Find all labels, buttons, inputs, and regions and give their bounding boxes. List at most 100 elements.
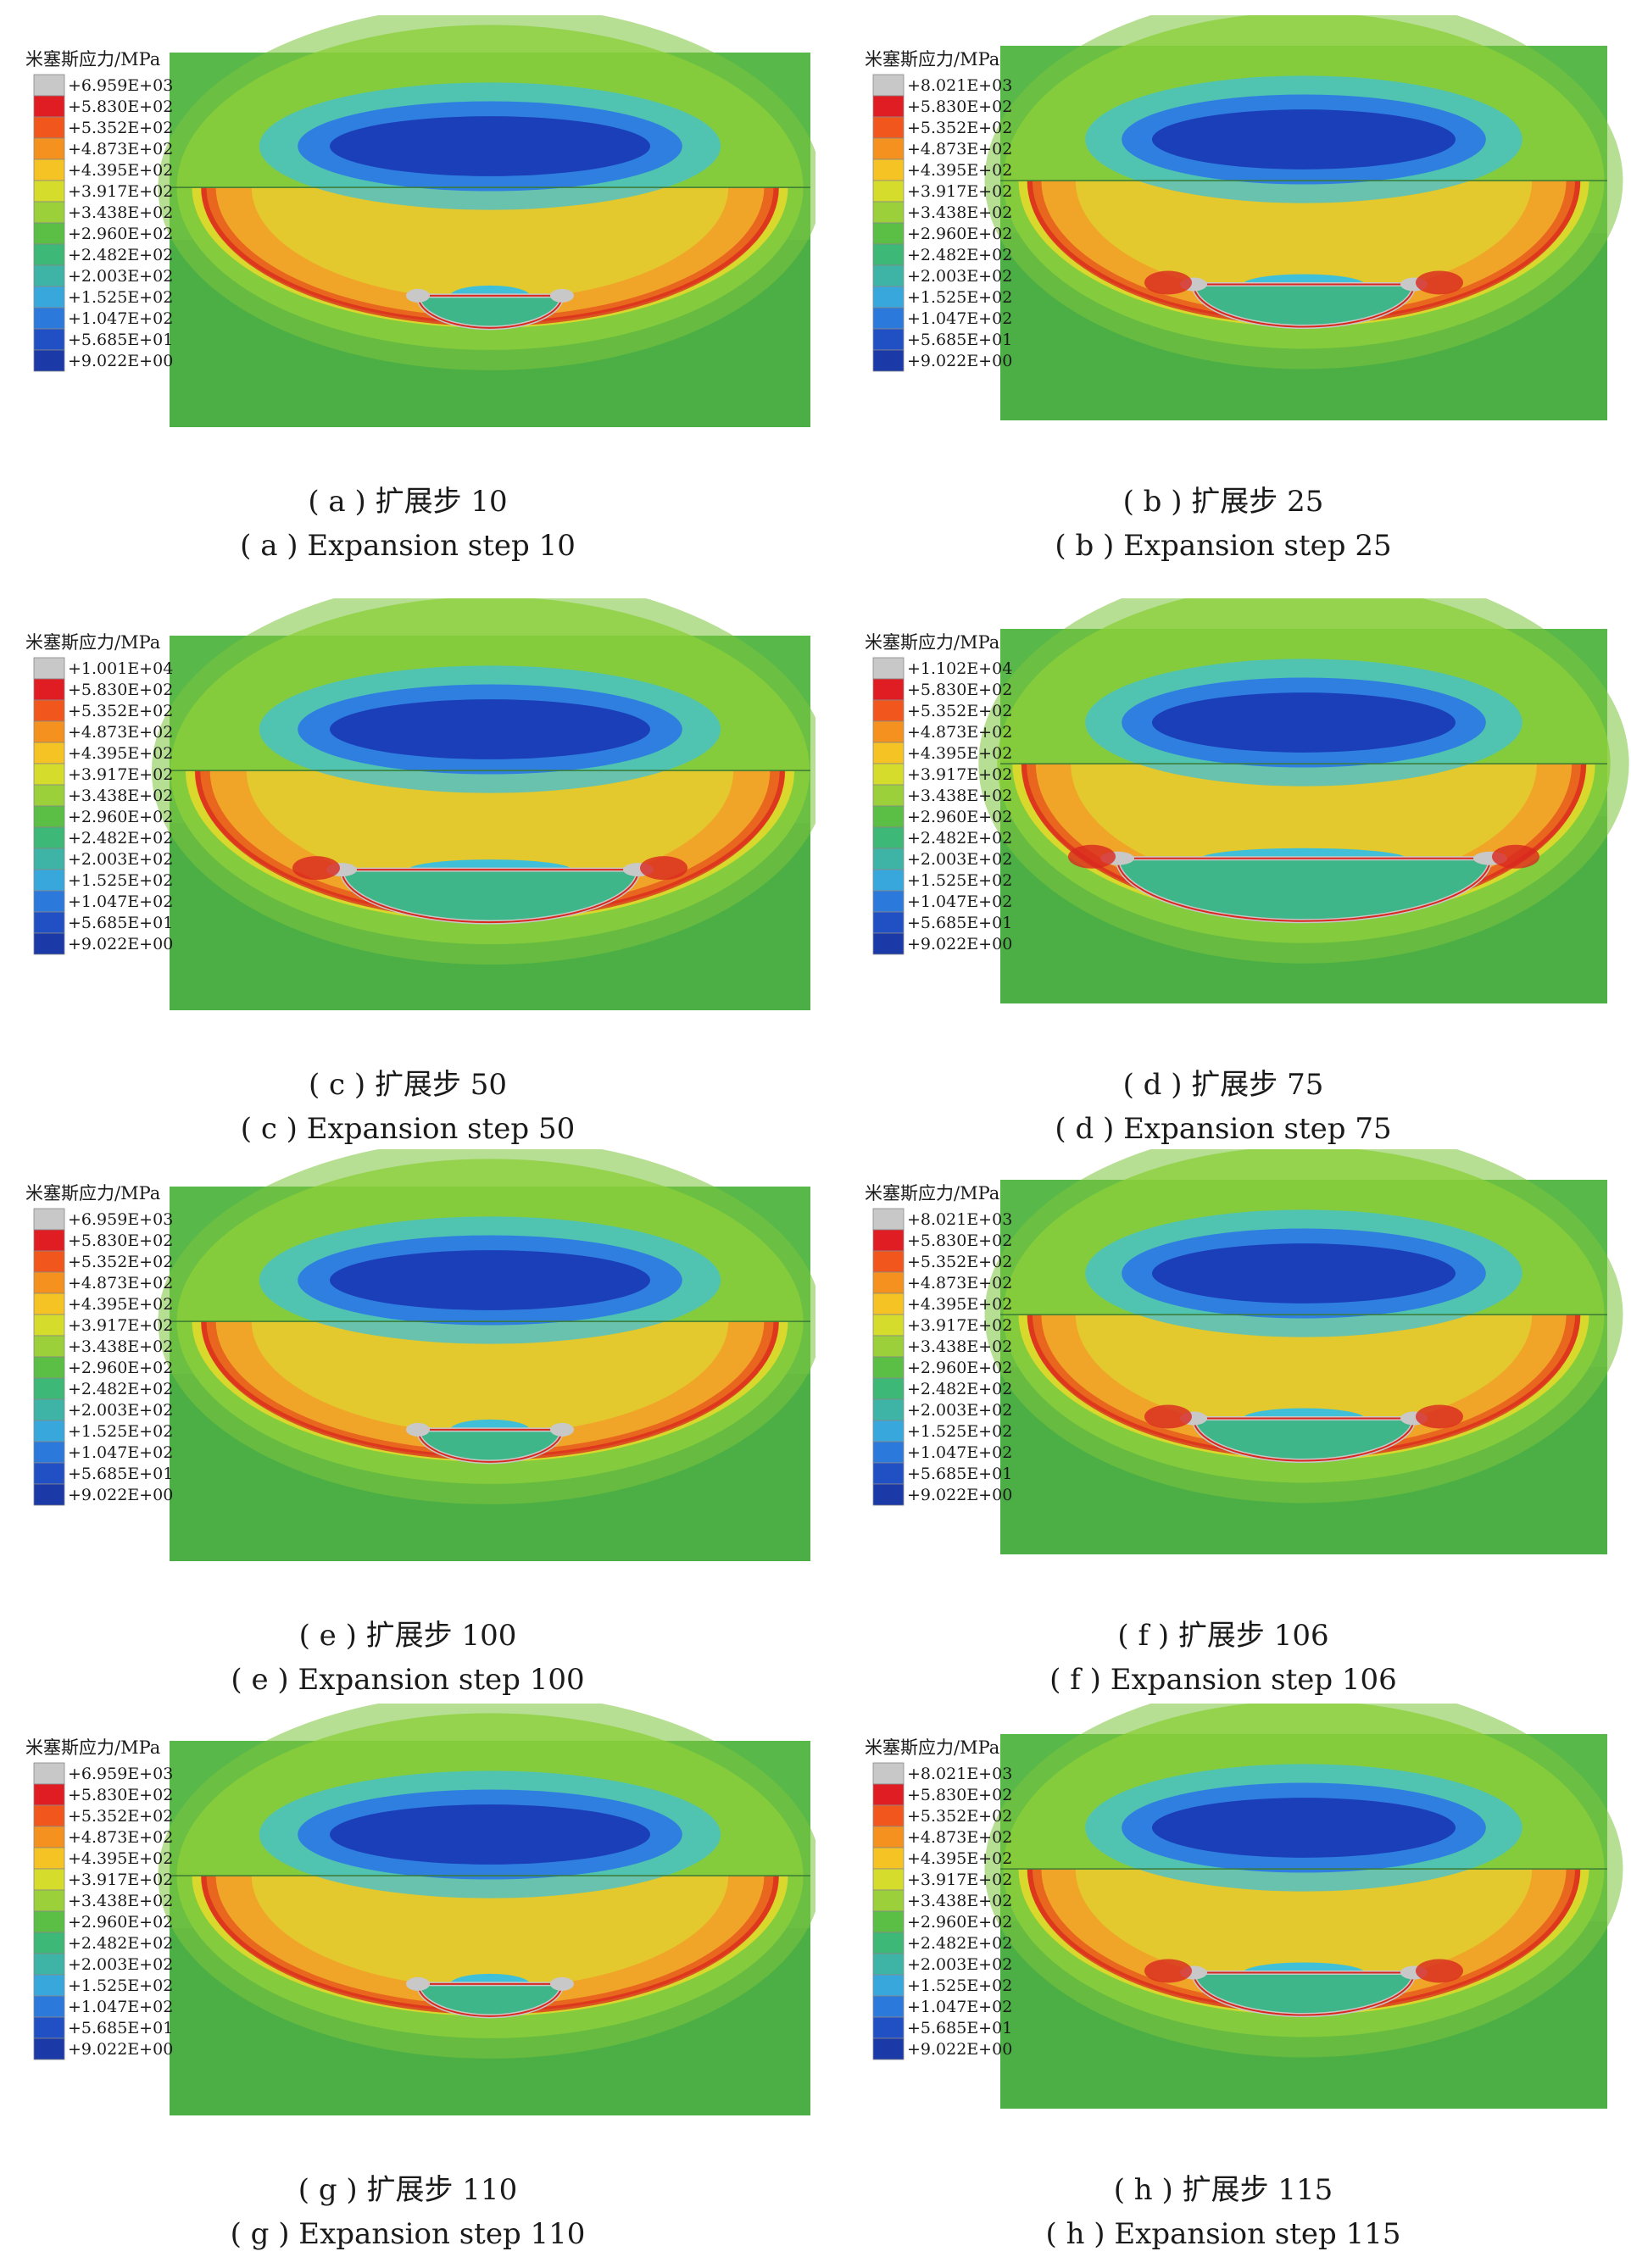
legend-value: +5.685E+01: [907, 1465, 1013, 1483]
tip-stress-left: [1144, 1959, 1192, 1983]
legend-swatch: [872, 1335, 905, 1358]
caption-chinese: ( f ) 扩展步 106: [1117, 1619, 1329, 1653]
legend-swatch: [33, 784, 65, 807]
legend-value: +5.830E+02: [68, 1231, 174, 1250]
legend-values: +8.021E+03 +5.830E+02 +5.352E+02 +4.873E+02…: [907, 1764, 1012, 2060]
legend-swatch: [872, 784, 905, 807]
legend-value: +5.830E+02: [907, 1231, 1013, 1250]
legend-value: +4.873E+02: [907, 1274, 1013, 1292]
legend-value: +3.438E+02: [68, 1337, 174, 1356]
caption-english: ( g ) Expansion step 110: [230, 2217, 586, 2251]
legend-swatch: [33, 1314, 65, 1337]
figure-panel: 米塞斯应力/MPa +8.021E+03 +5.830E+02 +5.352E+02 +…: [816, 1149, 1631, 1714]
cavity-rim: [1116, 857, 1492, 922]
legend-swatch: [33, 243, 65, 266]
legend-swatch: [872, 1398, 905, 1421]
legend-swatch: [33, 264, 65, 287]
legend-swatch: [33, 1953, 65, 1976]
dome-deep-blue: [330, 1804, 650, 1865]
legend-value: +2.482E+02: [68, 1380, 174, 1398]
legend-swatch: [33, 1398, 65, 1421]
legend-value: +5.352E+02: [907, 1807, 1013, 1826]
legend-value: +4.395E+02: [907, 161, 1013, 180]
dome-deep-blue: [1152, 692, 1456, 753]
stress-contour-plot: [158, 1704, 816, 2115]
stress-band: [1075, 1869, 1533, 1987]
legend-values: +1.102E+04 +5.830E+02 +5.352E+02 +4.873E+02…: [907, 659, 1012, 955]
legend-swatch: [33, 911, 65, 934]
figure-panel: 米塞斯应力/MPa +1.001E+04 +5.830E+02 +5.352E+02 +…: [0, 598, 816, 1163]
legend-swatch: [33, 1974, 65, 1997]
legend-swatch: [33, 890, 65, 913]
tip-stress-left: [1144, 270, 1192, 295]
legend-swatch: [33, 826, 65, 849]
legend-value: +9.022E+00: [907, 2040, 1013, 2059]
legend-value: +9.022E+00: [907, 935, 1013, 953]
legend-value: +2.482E+02: [907, 829, 1013, 848]
legend-value: +5.830E+02: [907, 97, 1013, 116]
legend-value: +2.960E+02: [68, 1359, 174, 1377]
caption-english: ( b ) Expansion step 25: [1055, 529, 1392, 563]
legend-value: +5.685E+01: [68, 914, 174, 932]
legend-value: +2.003E+02: [907, 1401, 1013, 1420]
legend-value: +4.395E+02: [68, 1295, 174, 1314]
dome-deep-blue: [1152, 1798, 1456, 1858]
crack-tip-left: [406, 1976, 430, 1991]
cavity-rim: [1192, 283, 1416, 328]
legend-swatch: [872, 890, 905, 913]
legend-value: +3.917E+02: [68, 765, 174, 784]
legend-colorbar: [872, 74, 905, 372]
legend-swatch: [872, 328, 905, 351]
legend-swatch: [872, 180, 905, 203]
crack-tip-left: [406, 1422, 430, 1437]
legend-value: +1.102E+04: [907, 659, 1013, 678]
legend-swatch: [33, 1910, 65, 1933]
legend-swatch: [872, 1804, 905, 1827]
legend-swatch: [33, 286, 65, 309]
tip-stress-right: [1492, 844, 1539, 869]
panel-graphic: [872, 598, 1629, 1003]
caption-chinese: ( c ) 扩展步 50: [308, 1068, 508, 1102]
legend-swatch: [33, 201, 65, 224]
caption-chinese: ( b ) 扩展步 25: [1122, 485, 1324, 519]
crack-tip-right: [550, 288, 574, 303]
legend-swatch: [872, 1462, 905, 1485]
panel-graphic: [33, 15, 816, 427]
legend-value: +2.960E+02: [907, 1359, 1013, 1377]
legend-swatch: [33, 1229, 65, 1252]
caption-chinese: ( d ) 扩展步 75: [1122, 1068, 1324, 1102]
legend-colorbar: [33, 657, 65, 955]
legend-swatch: [33, 1889, 65, 1912]
legend-colorbar: [33, 1208, 65, 1506]
crack-tip-left: [406, 288, 430, 303]
legend-value: +5.352E+02: [907, 1253, 1013, 1271]
legend-value: +1.047E+02: [907, 309, 1013, 328]
legend-swatch: [33, 848, 65, 870]
legend-value: +3.917E+02: [68, 182, 174, 201]
legend-value: +9.022E+00: [68, 352, 174, 370]
legend-swatch: [872, 826, 905, 849]
legend-colorbar: [872, 1762, 905, 2060]
legend-swatch: [33, 1483, 65, 1506]
legend-colorbar: [872, 657, 905, 955]
legend-swatch: [872, 158, 905, 181]
crack-tip-right: [550, 1976, 574, 1991]
legend-value: +3.917E+02: [907, 1316, 1013, 1335]
legend-swatch: [872, 1208, 905, 1231]
legend-swatch: [872, 869, 905, 892]
dome-deep-blue: [1152, 1243, 1456, 1304]
caption-chinese: ( a ) 扩展步 10: [308, 485, 508, 519]
legend-title: 米塞斯应力/MPa: [25, 632, 161, 653]
legend-swatch: [872, 1250, 905, 1273]
legend-value: +5.685E+01: [68, 2019, 174, 2037]
legend-value: +4.395E+02: [907, 1849, 1013, 1868]
legend-swatch: [33, 137, 65, 160]
legend-swatch: [872, 2037, 905, 2060]
legend-value: +3.438E+02: [907, 1337, 1013, 1356]
legend-value: +8.021E+03: [907, 1210, 1013, 1229]
legend-swatch: [33, 1356, 65, 1379]
legend-value: +2.960E+02: [907, 225, 1013, 243]
legend-value: +5.352E+02: [907, 119, 1013, 137]
legend-value: +4.873E+02: [68, 1828, 174, 1847]
caption-english: ( d ) Expansion step 75: [1055, 1112, 1392, 1146]
